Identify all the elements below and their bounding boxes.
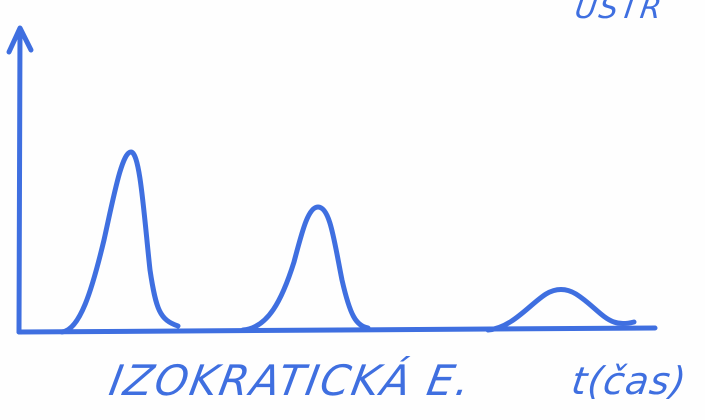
elution-mode-label: IZOKRATICKÁ E. — [105, 356, 476, 405]
time-axis-label: t(čas) — [568, 359, 690, 403]
y-axis — [16, 27, 23, 335]
y-axis-arrowhead — [6, 25, 34, 55]
x-axis — [16, 325, 658, 335]
peak-2 — [240, 204, 371, 333]
top-right-label-fragment: ÚSTR — [572, 0, 666, 26]
peak-3 — [485, 287, 637, 333]
peak-1 — [59, 149, 181, 335]
